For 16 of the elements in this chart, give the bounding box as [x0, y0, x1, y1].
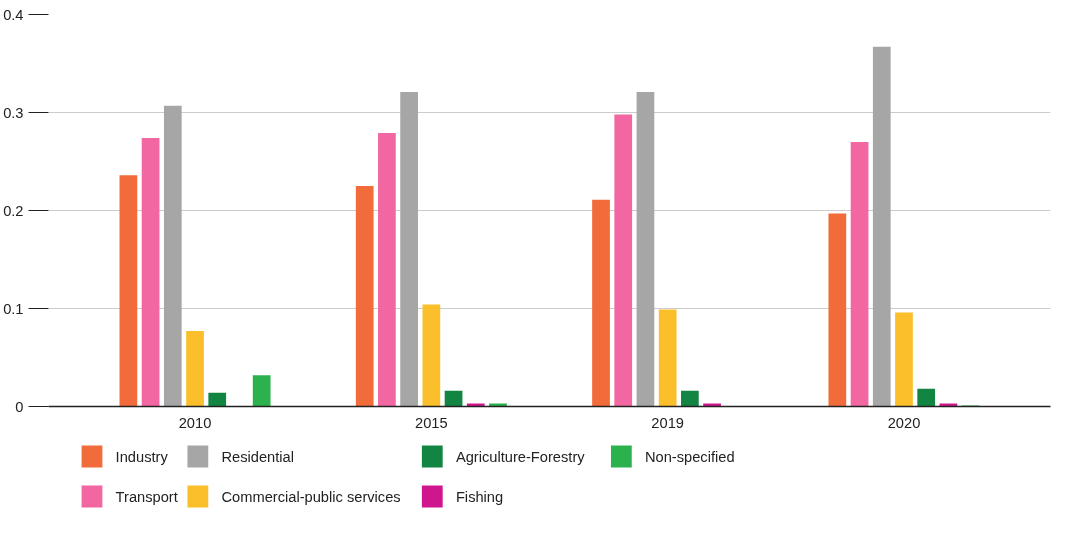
- x-tick-label: 2010: [178, 414, 212, 431]
- y-tick-label: 0.2: [3, 202, 24, 219]
- y-tick-label: 0.4: [3, 6, 24, 23]
- legend-label: Residential: [221, 448, 294, 465]
- legend-label: Non-specified: [644, 448, 735, 465]
- legend-label: Agriculture-Forestry: [455, 448, 586, 465]
- legend-label: Transport: [115, 488, 178, 505]
- y-tick-label: 0: [15, 398, 24, 415]
- legend-label: Industry: [115, 448, 169, 465]
- legend-label: Commercial-public services: [221, 488, 401, 505]
- legend-label: Fishing: [455, 488, 504, 505]
- x-tick-label: 2020: [887, 414, 921, 431]
- x-tick-label: 2015: [415, 414, 448, 431]
- x-tick-label: 2019: [651, 414, 684, 431]
- y-tick-label: 0.3: [3, 104, 24, 121]
- y-tick-label: 0.1: [3, 300, 24, 317]
